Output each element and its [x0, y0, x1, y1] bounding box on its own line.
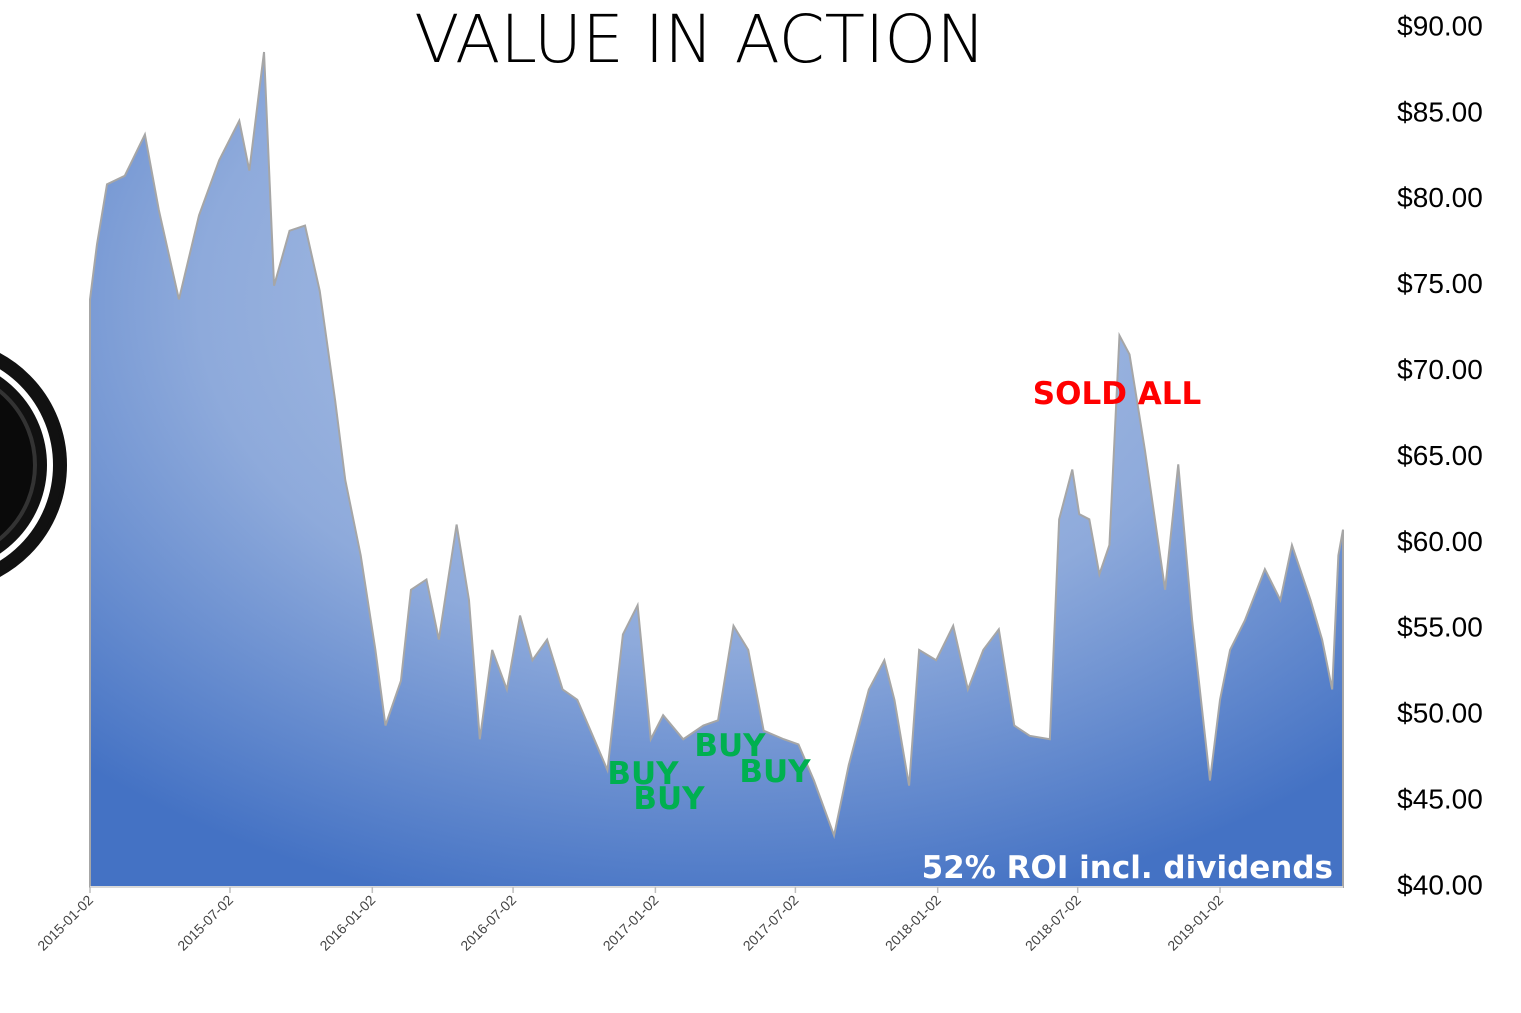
area: [89, 51, 1344, 888]
x-tick-label: 2019-01-02: [1164, 892, 1226, 954]
y-tick-label: $85.00: [1397, 96, 1483, 127]
y-tick-label: $40.00: [1397, 869, 1483, 900]
y-tick-label: $50.00: [1397, 698, 1483, 729]
annotation: BUY: [607, 756, 679, 792]
y-tick-label: $55.00: [1397, 612, 1483, 643]
x-tick-label: 2017-07-02: [740, 892, 802, 954]
chart-title: VALUE IN ACTION: [414, 1, 986, 78]
annotation: BUY: [739, 754, 811, 790]
y-tick-label: $70.00: [1397, 354, 1483, 385]
x-tick-label: 2016-01-02: [316, 892, 378, 954]
y-tick-label: $65.00: [1397, 440, 1483, 471]
decor-inner: [0, 388, 37, 542]
x-tick-label: 2018-01-02: [882, 892, 944, 954]
y-tick-label: $80.00: [1397, 182, 1483, 213]
y-tick-label: $60.00: [1397, 526, 1483, 557]
x-tick-label: 2015-01-02: [34, 892, 96, 954]
x-tick-label: 2017-01-02: [600, 892, 662, 954]
annotation: SOLD ALL: [1033, 376, 1201, 412]
annotation: BUY: [633, 781, 705, 817]
x-tick-label: 2015-07-02: [174, 892, 236, 954]
y-tick-label: $90.00: [1397, 10, 1483, 41]
x-tick-label: 2016-07-02: [457, 892, 519, 954]
y-tick-label: $75.00: [1397, 268, 1483, 299]
y-tick-label: $45.00: [1397, 783, 1483, 814]
x-tick-label: 2018-07-02: [1022, 892, 1084, 954]
annotation: 52% ROI incl. dividends: [922, 850, 1333, 886]
annotation: BUY: [694, 728, 766, 764]
